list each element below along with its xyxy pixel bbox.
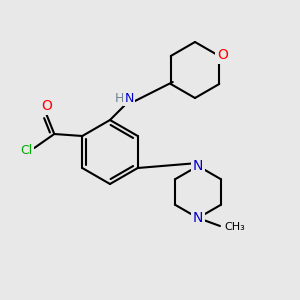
Text: Cl: Cl: [20, 143, 32, 157]
Text: N: N: [193, 211, 203, 225]
Text: O: O: [217, 48, 228, 62]
Text: N: N: [193, 159, 203, 173]
Text: N: N: [124, 92, 134, 104]
Text: O: O: [41, 99, 52, 113]
Text: CH₃: CH₃: [224, 222, 245, 232]
Text: H: H: [114, 92, 124, 104]
